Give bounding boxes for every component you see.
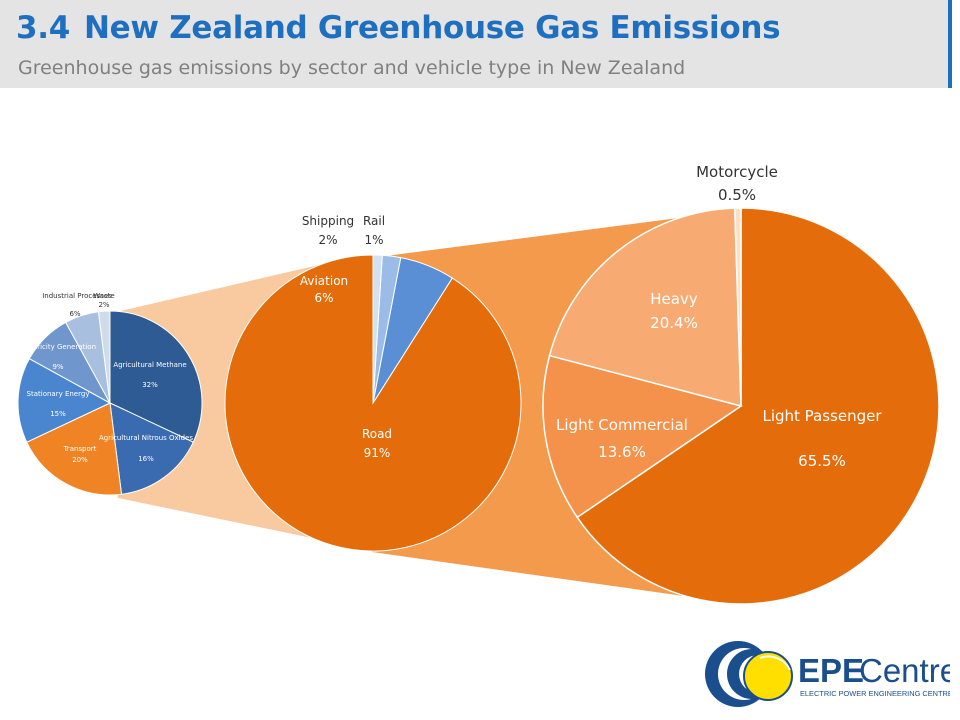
header-bar	[0, 0, 948, 88]
value-stationary-energy: 15%	[50, 410, 66, 418]
label-light-commercial: Light Commercial	[556, 416, 688, 434]
value-agricultural-methane: 32%	[142, 381, 158, 389]
sector-pie	[17, 310, 203, 496]
value-motorcycle: 0.5%	[718, 186, 756, 204]
label-light-passenger: Light Passenger	[762, 407, 882, 425]
label-road: Road	[362, 427, 392, 441]
label-shipping: Shipping	[302, 214, 354, 228]
page-subtitle: Greenhouse gas emissions by sector and v…	[18, 57, 686, 79]
value-aviation: 6%	[314, 291, 333, 305]
slice-waste	[97, 310, 111, 404]
title-number: 3.4	[16, 10, 71, 46]
value-light-commercial: 13.6%	[598, 443, 646, 461]
logo-brand-light: Centre	[859, 652, 950, 689]
label-transport: Transport	[63, 445, 97, 453]
value-road: 91%	[364, 446, 391, 460]
label-aviation: Aviation	[300, 274, 348, 288]
value-light-passenger: 65.5%	[798, 452, 846, 470]
emissions-chart: Agricultural Methane 32% Agricultural Ni…	[17, 163, 940, 605]
slice-light-passenger	[576, 207, 940, 605]
label-agricultural-nitrous-oxides: Agricultural Nitrous Oxides	[99, 434, 193, 442]
label-waste: Waste	[93, 292, 114, 300]
label-motorcycle: Motorcycle	[696, 163, 778, 181]
value-rail: 1%	[364, 233, 383, 247]
value-transport: 20%	[72, 456, 88, 464]
label-rail: Rail	[363, 214, 385, 228]
slice-transport	[26, 402, 123, 496]
value-shipping: 2%	[318, 233, 337, 247]
logo-brand-bold: EPE	[798, 652, 864, 689]
road-pie	[542, 207, 940, 605]
slice-rail	[372, 254, 383, 404]
label-industrial-processes: Industrial Processes	[42, 292, 112, 300]
epecentre-logo: EPE Centre ELECTRIC POWER ENGINEERING CE…	[705, 641, 950, 707]
value-agricultural-nitrous-oxides: 16%	[138, 455, 154, 463]
label-electricity-generation: Electricity Generation	[20, 343, 96, 351]
value-waste: 2%	[98, 301, 109, 309]
value-heavy: 20.4%	[650, 314, 698, 332]
slice-motorcycle	[734, 207, 742, 407]
value-industrial-processes: 6%	[69, 310, 80, 318]
header-accent-bar	[948, 0, 952, 88]
title-text: New Zealand Greenhouse Gas Emissions	[84, 10, 781, 46]
label-stationary-energy: Stationary Energy	[27, 390, 90, 398]
slice-light-commercial	[542, 354, 743, 519]
transport-pie	[224, 254, 522, 552]
label-heavy: Heavy	[650, 290, 698, 308]
page-title: 3.4 New Zealand Greenhouse Gas Emissions	[16, 10, 781, 46]
slice-agricultural-methane	[109, 310, 203, 443]
value-electricity-generation: 9%	[52, 363, 63, 371]
slice-stationary-energy	[17, 358, 112, 443]
slice-agricultural-nitrous-oxides	[109, 402, 194, 495]
slice-heavy	[548, 207, 742, 407]
label-agricultural-methane: Agricultural Methane	[113, 361, 186, 369]
logo-tagline: ELECTRIC POWER ENGINEERING CENTRE	[800, 689, 950, 698]
